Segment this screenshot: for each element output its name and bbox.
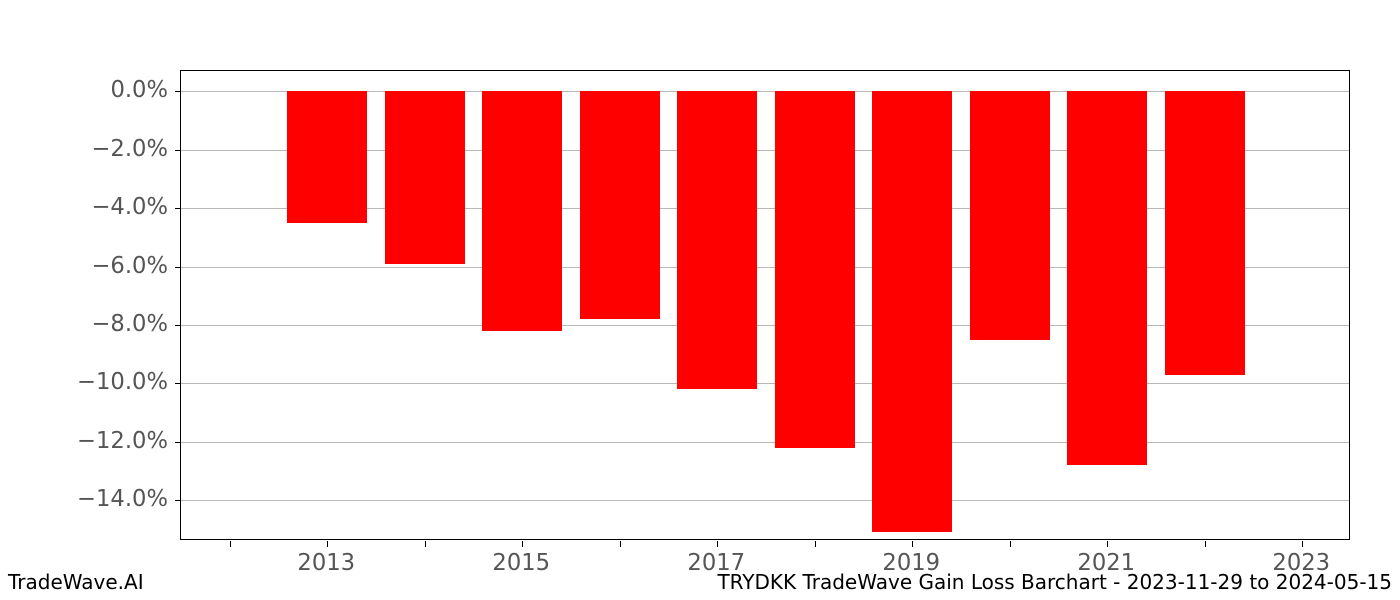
ytick-mark (175, 325, 181, 326)
ytick-label: −4.0% (48, 194, 168, 220)
ytick-label: −2.0% (48, 136, 168, 162)
bar (677, 91, 757, 389)
ytick-label: −6.0% (48, 253, 168, 279)
bar (580, 91, 660, 319)
xtick-label: 2015 (492, 550, 550, 576)
ytick-label: −8.0% (48, 311, 168, 337)
xtick-mark (522, 541, 523, 547)
bar (775, 91, 855, 447)
xtick-label: 2017 (687, 550, 745, 576)
xtick-mark (1010, 541, 1011, 547)
bar (482, 91, 562, 330)
xtick-label: 2013 (297, 550, 355, 576)
bar (872, 91, 952, 532)
ytick-label: −14.0% (48, 486, 168, 512)
xtick-mark (1107, 541, 1108, 547)
ytick-label: 0.0% (48, 77, 168, 103)
ytick-mark (175, 267, 181, 268)
xtick-mark (1302, 541, 1303, 547)
ytick-label: −10.0% (48, 369, 168, 395)
ytick-mark (175, 208, 181, 209)
bar (970, 91, 1050, 339)
chart-container: TradeWave.AI TRYDKK TradeWave Gain Loss … (0, 0, 1400, 600)
plot-area (180, 70, 1350, 540)
xtick-mark (425, 541, 426, 547)
gridline (181, 442, 1349, 443)
gridline (181, 383, 1349, 384)
ytick-mark (175, 150, 181, 151)
ytick-mark (175, 91, 181, 92)
xtick-mark (1205, 541, 1206, 547)
bar (1165, 91, 1245, 374)
ytick-label: −12.0% (48, 428, 168, 454)
xtick-mark (620, 541, 621, 547)
xtick-label: 2023 (1272, 550, 1330, 576)
gridline (181, 500, 1349, 501)
ytick-mark (175, 500, 181, 501)
xtick-mark (327, 541, 328, 547)
watermark-left: TradeWave.AI (8, 570, 144, 594)
xtick-mark (717, 541, 718, 547)
bar (1067, 91, 1147, 465)
xtick-mark (912, 541, 913, 547)
xtick-label: 2021 (1077, 550, 1135, 576)
xtick-mark (815, 541, 816, 547)
ytick-mark (175, 383, 181, 384)
xtick-mark (230, 541, 231, 547)
bar (385, 91, 465, 263)
bar (287, 91, 367, 222)
ytick-mark (175, 442, 181, 443)
xtick-label: 2019 (882, 550, 940, 576)
